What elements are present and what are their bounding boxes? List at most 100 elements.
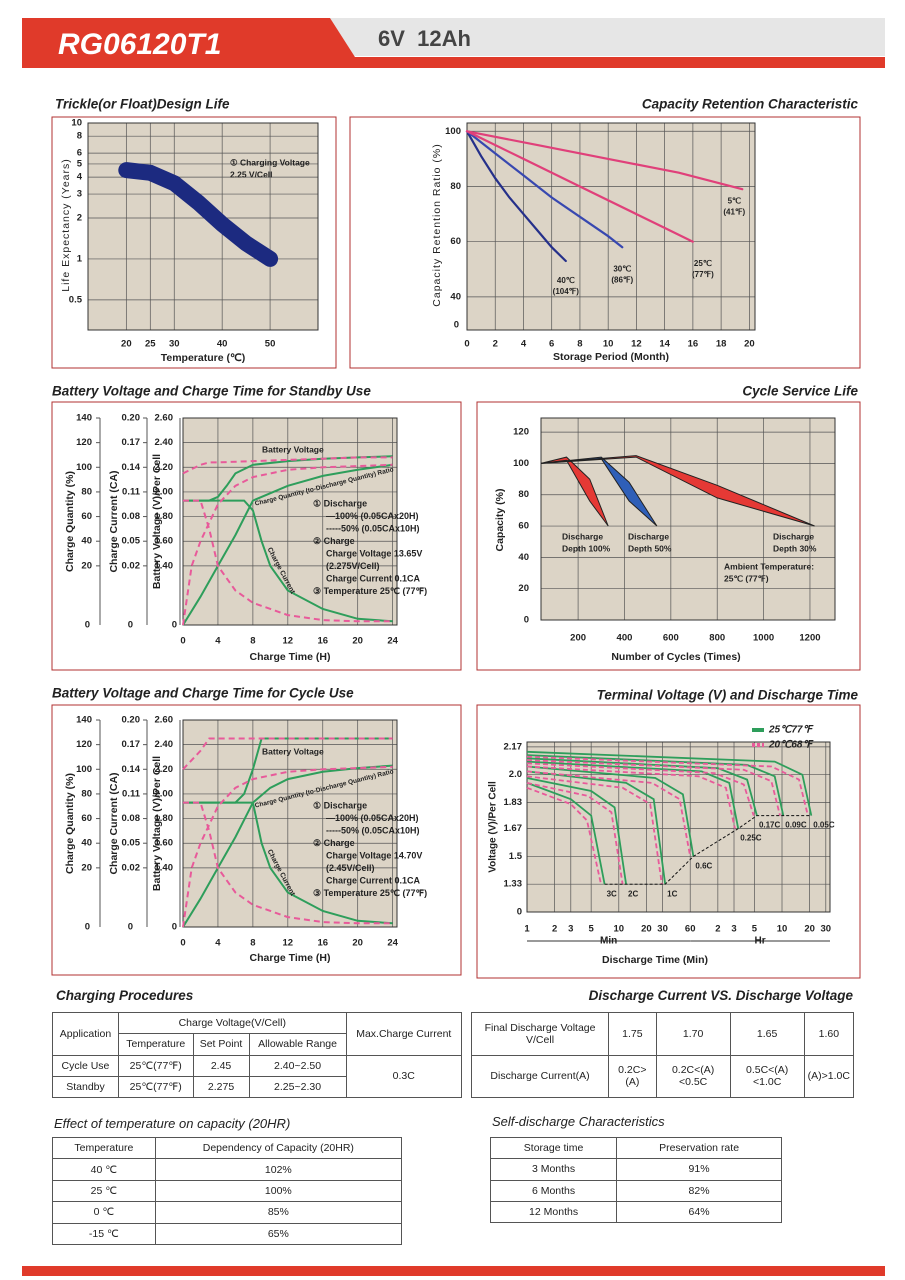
cell: 82% xyxy=(616,1179,782,1202)
cell: Final Discharge Voltage V/Cell xyxy=(470,1012,610,1056)
row: 12 Months 64% xyxy=(489,1200,782,1224)
y-tick-label: 2.40 xyxy=(155,739,174,750)
series-label: Depth 30% xyxy=(773,543,817,553)
y-tick-label: 80 xyxy=(81,788,92,799)
cell: Standby xyxy=(52,1075,119,1099)
charts-canvas: RG06120T1 6V 12Ah Trickle(or Float)Desig… xyxy=(22,18,885,979)
cell: 102% xyxy=(154,1158,403,1181)
y-tick-label: 0.5 xyxy=(69,294,83,305)
plot-border xyxy=(87,122,319,331)
cell: Dependency of Capacity (20HR) xyxy=(154,1136,403,1160)
y-tick-label: 60 xyxy=(450,236,461,247)
series-label: Discharge xyxy=(773,531,814,541)
cell: 25℃(77℉) xyxy=(117,1054,194,1077)
y-tick-label: 1.33 xyxy=(504,879,523,890)
cell: Set Point xyxy=(192,1033,250,1056)
discharge-curve xyxy=(526,765,695,857)
discharge-curve xyxy=(526,777,627,885)
rate-label: 0.05C xyxy=(813,821,835,830)
cell: 25 ℃ xyxy=(52,1179,156,1203)
y-axis-label: Charge Quantity (%) xyxy=(64,471,76,572)
y-axis-label: Charge Current (CA) xyxy=(108,772,120,874)
y-tick-label: 0.20 xyxy=(122,715,141,726)
note: Charge Voltage 13.65V xyxy=(326,548,422,558)
x-tick-label: 40 xyxy=(217,339,228,350)
y-tick-label: 1.80 xyxy=(155,813,174,824)
legend-label: 25℃77℉ xyxy=(768,725,814,736)
y-axis-label: Voltage (V)/Per Cell xyxy=(488,781,499,873)
x-tick-label: 1 xyxy=(524,924,530,935)
series-label: (104℉) xyxy=(553,287,580,296)
y-tick-label: 0.05 xyxy=(122,536,141,547)
discharge-curve xyxy=(526,765,736,829)
note: 25℃ (77℉) xyxy=(724,573,769,583)
section-title: Terminal Voltage (V) and Discharge Time xyxy=(597,688,859,703)
y-tick-label: 40 xyxy=(518,552,529,563)
y-tick-label: 2.60 xyxy=(155,413,174,424)
note: ① Charging Voltage xyxy=(230,157,310,167)
x-tick-label: 25 xyxy=(145,339,156,350)
x-tick-label: 400 xyxy=(617,633,633,644)
cell: 1.70 xyxy=(655,1012,731,1056)
note: —100% (0.05CAx20H) xyxy=(326,813,419,823)
y-tick-label: 0.20 xyxy=(122,413,141,424)
x-tick-label: 20 xyxy=(744,339,755,350)
rate-label: 3C xyxy=(607,889,617,898)
cell: 85% xyxy=(154,1201,403,1224)
series-line xyxy=(465,130,694,243)
x-tick-label: 2 xyxy=(552,924,557,935)
cell: 0.2C>(A) xyxy=(608,1054,657,1098)
y-tick-label: 100 xyxy=(445,126,461,137)
row: 40 ℃ 102% xyxy=(52,1158,403,1181)
y-tick-label: 40 xyxy=(81,536,92,547)
x-tick-label: 0 xyxy=(180,636,185,647)
x-tick-label: 4 xyxy=(521,339,527,350)
y-tick-label: 1.40 xyxy=(155,560,174,571)
y-tick-label: 2.40 xyxy=(155,437,174,448)
note: ③ Temperature 25℃ (77℉) xyxy=(313,888,427,898)
y-tick-label: 20 xyxy=(518,583,529,594)
cell: 64% xyxy=(616,1200,782,1224)
plot-area xyxy=(183,418,397,625)
y-tick-label: 2.0 xyxy=(509,769,522,780)
series-line xyxy=(465,130,624,249)
y-tick-label: 0.11 xyxy=(122,788,141,799)
x-tick-label: 2 xyxy=(715,924,720,935)
x-tick-label: 30 xyxy=(821,924,832,935)
x-tick-label: 3 xyxy=(731,924,736,935)
cell: 100% xyxy=(154,1179,403,1203)
x-tick-label: 20 xyxy=(641,924,652,935)
x-tick-label: 4 xyxy=(215,636,221,647)
series-line xyxy=(465,130,744,191)
discharge-curve xyxy=(526,760,740,829)
series-line xyxy=(182,765,393,928)
cell: 65% xyxy=(154,1222,403,1246)
x-tick-label: 800 xyxy=(709,633,725,644)
y-tick-label: 20 xyxy=(81,862,92,873)
series-line xyxy=(183,499,393,623)
y-tick-label: 0 xyxy=(524,615,529,626)
rate-label: 0.17C xyxy=(759,821,781,830)
series-line xyxy=(183,801,393,925)
note: -----50% (0.05CAx10H) xyxy=(326,825,420,835)
cell: 0 ℃ xyxy=(52,1201,156,1224)
y-axis-label: Life Expectancy (Years) xyxy=(60,158,72,292)
rate-label: 0.25C xyxy=(740,834,762,843)
series-line xyxy=(182,463,393,626)
note: (2.275V/Cell) xyxy=(326,561,380,571)
x-tick-label: 10 xyxy=(777,924,788,935)
cell: 0.2C<(A)<0.5C xyxy=(655,1054,731,1098)
cell: 2.45 xyxy=(192,1054,250,1077)
x-unit: Hr xyxy=(755,936,766,947)
series-line xyxy=(183,455,393,502)
x-tick-label: 20 xyxy=(352,636,363,647)
zero-label: 0 xyxy=(128,620,133,631)
y-tick-label: 80 xyxy=(81,486,92,497)
y-tick-label: 0.11 xyxy=(122,486,141,497)
y-tick-label: 1.83 xyxy=(504,797,523,808)
x-axis-label: Storage Period (Month) xyxy=(553,351,669,363)
x-tick-label: 200 xyxy=(570,633,586,644)
row: -15 ℃ 65% xyxy=(52,1222,403,1246)
y-tick-label: 10 xyxy=(71,118,82,129)
x-axis-label: Temperature (℃) xyxy=(161,352,246,364)
